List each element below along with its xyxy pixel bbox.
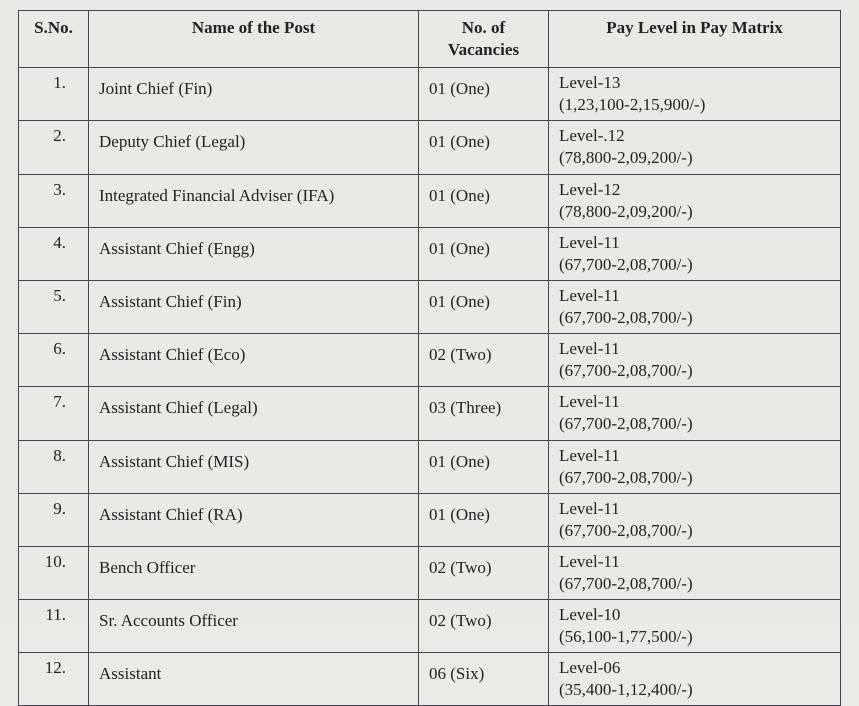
cell-sno: 9. bbox=[19, 493, 89, 546]
cell-post-name: Assistant Chief (Legal) bbox=[89, 387, 419, 440]
col-header-vac: No. of Vacancies bbox=[419, 11, 549, 68]
pay-level-text: Level-11 bbox=[559, 285, 832, 307]
table-row: 10.Bench Officer02 (Two)Level-11(67,700-… bbox=[19, 546, 841, 599]
table-header: S.No. Name of the Post No. of Vacancies … bbox=[19, 11, 841, 68]
cell-vacancies: 01 (One) bbox=[419, 280, 549, 333]
cell-vacancies: 03 (Three) bbox=[419, 387, 549, 440]
cell-pay-level: Level-13(1,23,100-2,15,900/-) bbox=[549, 68, 841, 121]
vacancy-table: S.No. Name of the Post No. of Vacancies … bbox=[18, 10, 841, 706]
pay-level-text: Level-06 bbox=[559, 657, 832, 679]
cell-sno: 1. bbox=[19, 68, 89, 121]
cell-sno: 11. bbox=[19, 600, 89, 653]
table-row: 7.Assistant Chief (Legal)03 (Three)Level… bbox=[19, 387, 841, 440]
cell-vacancies: 01 (One) bbox=[419, 121, 549, 174]
cell-pay-level: Level-11(67,700-2,08,700/-) bbox=[549, 493, 841, 546]
cell-vacancies: 02 (Two) bbox=[419, 546, 549, 599]
cell-sno: 12. bbox=[19, 653, 89, 706]
cell-pay-level: Level-11(67,700-2,08,700/-) bbox=[549, 440, 841, 493]
cell-post-name: Deputy Chief (Legal) bbox=[89, 121, 419, 174]
col-header-pay: Pay Level in Pay Matrix bbox=[549, 11, 841, 68]
col-header-sno: S.No. bbox=[19, 11, 89, 68]
pay-level-text: Level-11 bbox=[559, 498, 832, 520]
cell-pay-level: Level-11(67,700-2,08,700/-) bbox=[549, 387, 841, 440]
cell-vacancies: 01 (One) bbox=[419, 440, 549, 493]
pay-scale-text: (1,23,100-2,15,900/-) bbox=[559, 94, 832, 116]
pay-level-text: Level-11 bbox=[559, 391, 832, 413]
cell-vacancies: 01 (One) bbox=[419, 227, 549, 280]
cell-post-name: Assistant Chief (Eco) bbox=[89, 334, 419, 387]
table-row: 6.Assistant Chief (Eco)02 (Two)Level-11(… bbox=[19, 334, 841, 387]
cell-post-name: Integrated Financial Adviser (IFA) bbox=[89, 174, 419, 227]
table-row: 4.Assistant Chief (Engg)01 (One)Level-11… bbox=[19, 227, 841, 280]
cell-sno: 8. bbox=[19, 440, 89, 493]
cell-pay-level: Level-12(78,800-2,09,200/-) bbox=[549, 174, 841, 227]
col-header-name: Name of the Post bbox=[89, 11, 419, 68]
pay-level-text: Level-11 bbox=[559, 338, 832, 360]
pay-scale-text: (67,700-2,08,700/-) bbox=[559, 520, 832, 542]
cell-sno: 10. bbox=[19, 546, 89, 599]
cell-pay-level: Level-11(67,700-2,08,700/-) bbox=[549, 334, 841, 387]
pay-level-text: Level-11 bbox=[559, 551, 832, 573]
cell-pay-level: Level-11(67,700-2,08,700/-) bbox=[549, 280, 841, 333]
pay-level-text: Level-11 bbox=[559, 445, 832, 467]
cell-vacancies: 01 (One) bbox=[419, 68, 549, 121]
pay-scale-text: (67,700-2,08,700/-) bbox=[559, 254, 832, 276]
cell-pay-level: Level-06(35,400-1,12,400/-) bbox=[549, 653, 841, 706]
pay-scale-text: (67,700-2,08,700/-) bbox=[559, 467, 832, 489]
cell-sno: 6. bbox=[19, 334, 89, 387]
pay-scale-text: (67,700-2,08,700/-) bbox=[559, 573, 832, 595]
cell-sno: 5. bbox=[19, 280, 89, 333]
pay-level-text: Level-.12 bbox=[559, 125, 832, 147]
cell-vacancies: 06 (Six) bbox=[419, 653, 549, 706]
cell-vacancies: 02 (Two) bbox=[419, 334, 549, 387]
cell-sno: 2. bbox=[19, 121, 89, 174]
cell-pay-level: Level-10(56,100-1,77,500/-) bbox=[549, 600, 841, 653]
document-page: S.No. Name of the Post No. of Vacancies … bbox=[0, 0, 859, 623]
cell-post-name: Joint Chief (Fin) bbox=[89, 68, 419, 121]
pay-scale-text: (67,700-2,08,700/-) bbox=[559, 307, 832, 329]
cell-vacancies: 01 (One) bbox=[419, 493, 549, 546]
table-row: 2.Deputy Chief (Legal)01 (One)Level-.12(… bbox=[19, 121, 841, 174]
pay-scale-text: (78,800-2,09,200/-) bbox=[559, 147, 832, 169]
table-body: 1.Joint Chief (Fin)01 (One)Level-13(1,23… bbox=[19, 68, 841, 706]
cell-pay-level: Level-.12(78,800-2,09,200/-) bbox=[549, 121, 841, 174]
cell-pay-level: Level-11(67,700-2,08,700/-) bbox=[549, 546, 841, 599]
table-row: 3.Integrated Financial Adviser (IFA)01 (… bbox=[19, 174, 841, 227]
cell-sno: 7. bbox=[19, 387, 89, 440]
pay-scale-text: (67,700-2,08,700/-) bbox=[559, 360, 832, 382]
pay-scale-text: (56,100-1,77,500/-) bbox=[559, 626, 832, 648]
table-row: 1.Joint Chief (Fin)01 (One)Level-13(1,23… bbox=[19, 68, 841, 121]
table-row: 8.Assistant Chief (MIS)01 (One)Level-11(… bbox=[19, 440, 841, 493]
table-row: 9.Assistant Chief (RA)01 (One)Level-11(6… bbox=[19, 493, 841, 546]
cell-vacancies: 02 (Two) bbox=[419, 600, 549, 653]
pay-level-text: Level-12 bbox=[559, 179, 832, 201]
table-header-row: S.No. Name of the Post No. of Vacancies … bbox=[19, 11, 841, 68]
pay-level-text: Level-13 bbox=[559, 72, 832, 94]
cell-post-name: Assistant Chief (MIS) bbox=[89, 440, 419, 493]
cell-post-name: Bench Officer bbox=[89, 546, 419, 599]
cell-sno: 4. bbox=[19, 227, 89, 280]
cell-post-name: Assistant bbox=[89, 653, 419, 706]
cell-post-name: Assistant Chief (Fin) bbox=[89, 280, 419, 333]
table-row: 12.Assistant06 (Six)Level-06(35,400-1,12… bbox=[19, 653, 841, 706]
pay-scale-text: (35,400-1,12,400/-) bbox=[559, 679, 832, 701]
pay-scale-text: (67,700-2,08,700/-) bbox=[559, 413, 832, 435]
cell-vacancies: 01 (One) bbox=[419, 174, 549, 227]
table-row: 5.Assistant Chief (Fin)01 (One)Level-11(… bbox=[19, 280, 841, 333]
pay-scale-text: (78,800-2,09,200/-) bbox=[559, 201, 832, 223]
table-row: 11.Sr. Accounts Officer02 (Two)Level-10(… bbox=[19, 600, 841, 653]
cell-post-name: Sr. Accounts Officer bbox=[89, 600, 419, 653]
pay-level-text: Level-11 bbox=[559, 232, 832, 254]
cell-sno: 3. bbox=[19, 174, 89, 227]
cell-post-name: Assistant Chief (RA) bbox=[89, 493, 419, 546]
cell-pay-level: Level-11(67,700-2,08,700/-) bbox=[549, 227, 841, 280]
cell-post-name: Assistant Chief (Engg) bbox=[89, 227, 419, 280]
